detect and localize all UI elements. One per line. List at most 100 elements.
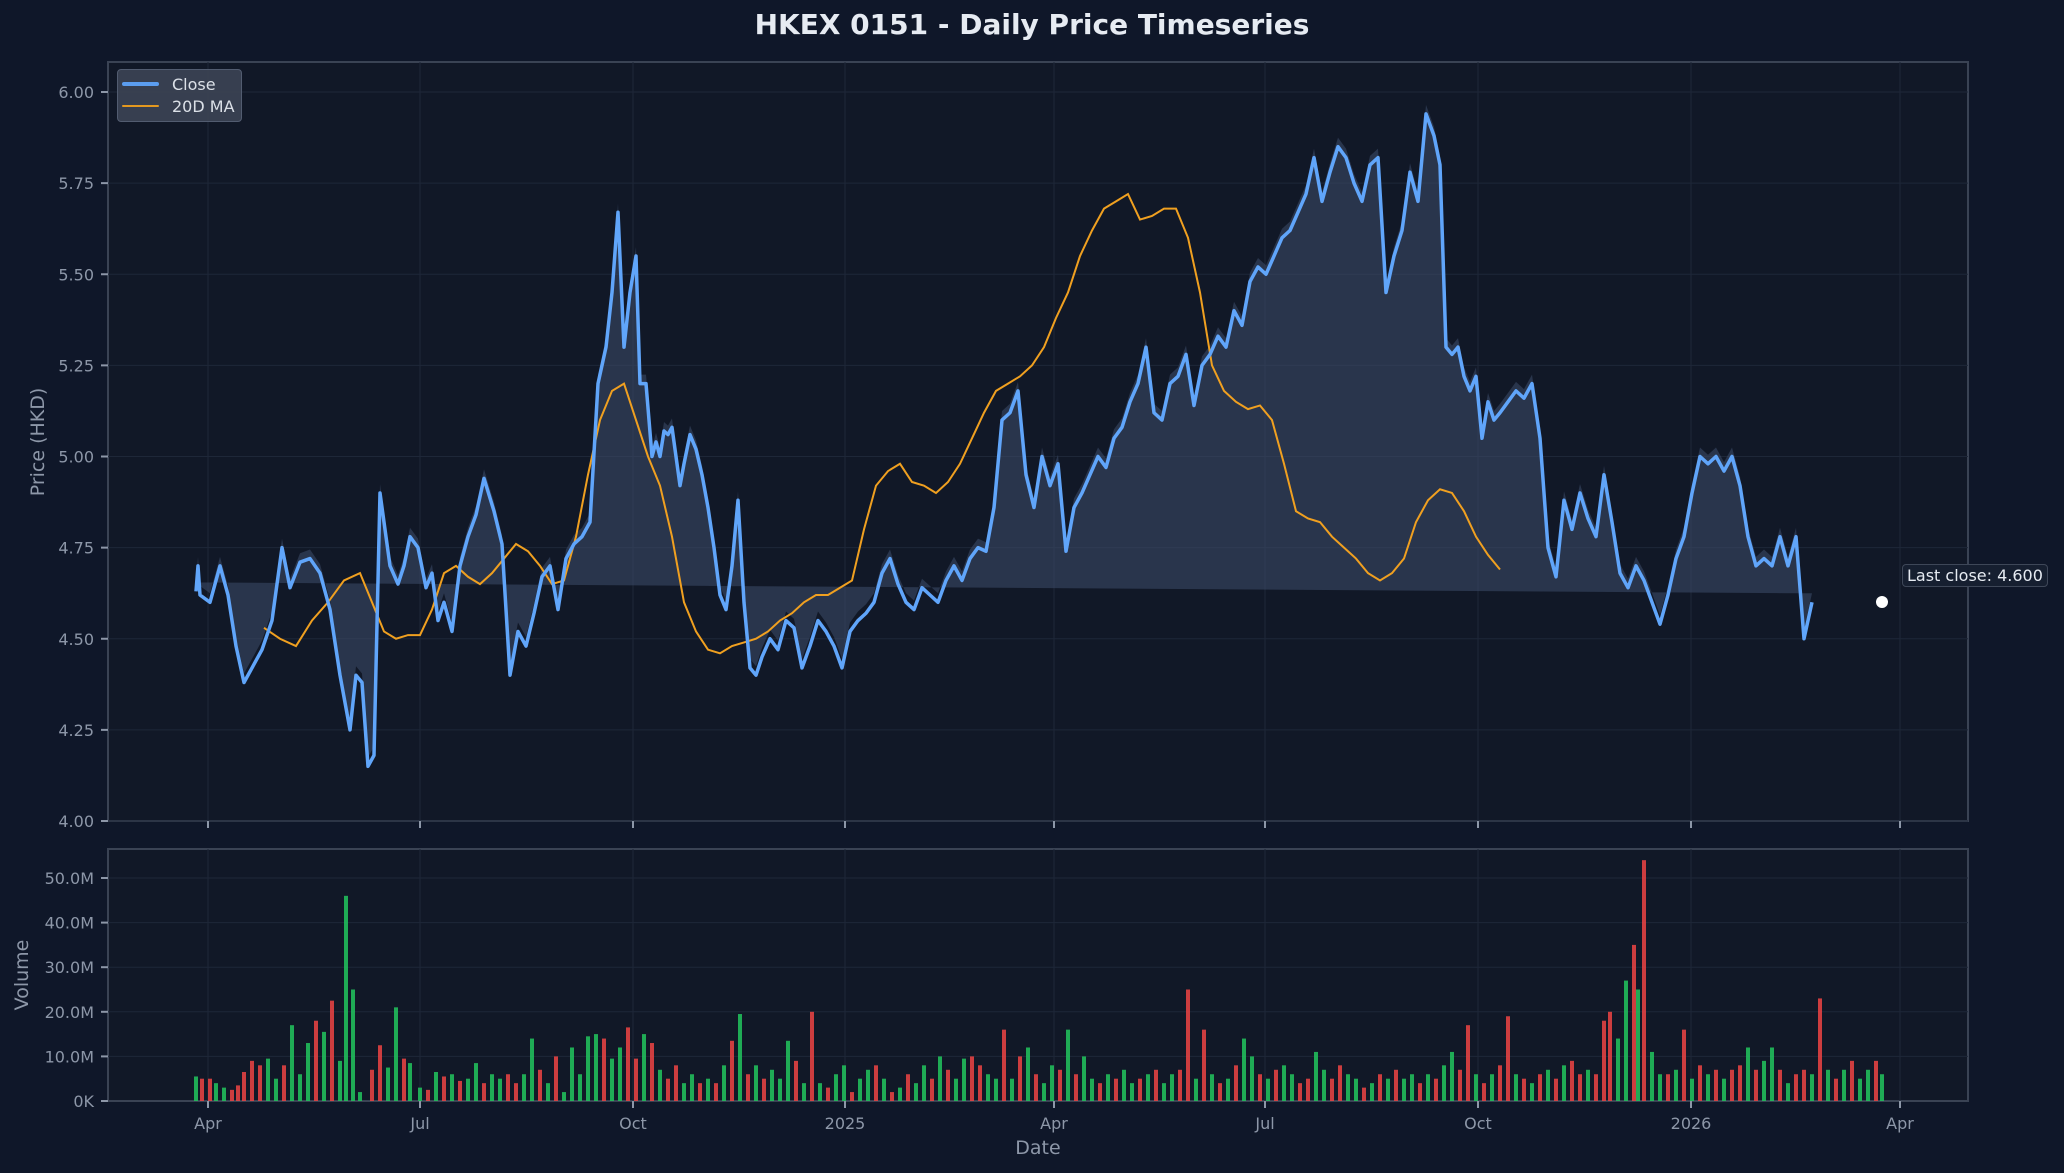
volume-bar	[1842, 1069, 1846, 1101]
ma-line	[263, 192, 1501, 655]
volume-bar	[1250, 1056, 1254, 1101]
volume-bar	[370, 1069, 374, 1101]
volume-bar	[690, 1074, 694, 1101]
volume-bar	[1018, 1056, 1022, 1101]
price-tick-label: 5.25	[58, 356, 94, 375]
volume-tick-label: 50.0M	[45, 869, 94, 888]
volume-bar	[258, 1065, 262, 1101]
volume-bar	[810, 1011, 814, 1101]
volume-bar	[344, 895, 348, 1101]
volume-bar	[298, 1074, 302, 1101]
volume-bar	[230, 1089, 234, 1101]
volume-bar	[306, 1043, 310, 1101]
volume-bar	[200, 1078, 204, 1101]
volume-bar	[1722, 1078, 1726, 1101]
volume-bar	[1322, 1069, 1326, 1101]
volume-bar	[1298, 1083, 1302, 1101]
volume-bar	[1602, 1020, 1606, 1101]
volume-bar	[1810, 1074, 1814, 1101]
volume-bar	[394, 1007, 398, 1101]
volume-bar	[666, 1078, 670, 1101]
volume-bar	[1066, 1029, 1070, 1101]
volume-bar	[1098, 1083, 1102, 1101]
volume-tick-label: 0K	[73, 1092, 94, 1111]
volume-bar	[858, 1078, 862, 1101]
volume-bar	[1106, 1074, 1110, 1101]
date-tick-label: 2026	[1671, 1114, 1712, 1133]
volume-bar	[1314, 1051, 1318, 1101]
volume-bar	[794, 1060, 798, 1101]
volume-bar	[962, 1058, 966, 1101]
volume-bar	[474, 1063, 478, 1101]
volume-bar	[282, 1065, 286, 1101]
volume-bar	[1442, 1065, 1446, 1101]
volume-bar	[408, 1063, 412, 1101]
volume-bar	[850, 1092, 854, 1101]
volume-bar	[698, 1083, 702, 1101]
volume-bar	[1482, 1083, 1486, 1101]
volume-tick-label: 20.0M	[45, 1003, 94, 1022]
price-tick-label: 4.25	[58, 721, 94, 740]
volume-bar	[214, 1083, 218, 1101]
volume-bar	[642, 1034, 646, 1101]
volume-bar	[1642, 860, 1646, 1101]
volume-bar	[1490, 1074, 1494, 1101]
volume-bar	[1880, 1074, 1884, 1101]
volume-bar	[314, 1020, 318, 1101]
volume-bar	[994, 1078, 998, 1101]
volume-bar	[1632, 944, 1636, 1101]
volume-bar	[594, 1034, 598, 1101]
close-line	[194, 112, 1814, 769]
volume-bar	[1608, 1011, 1612, 1101]
date-tick-label: Apr	[1886, 1114, 1914, 1133]
volume-bar	[1274, 1069, 1278, 1101]
volume-bar	[290, 1025, 294, 1101]
legend-item-ma: 20D MA	[122, 96, 235, 116]
volume-tick-label: 10.0M	[45, 1047, 94, 1066]
volume-bar	[722, 1065, 726, 1101]
date-tick-label: Apr	[194, 1114, 222, 1133]
volume-bar	[1362, 1087, 1366, 1101]
volume-bar	[898, 1087, 902, 1101]
volume-bar	[954, 1078, 958, 1101]
volume-bar	[1650, 1051, 1654, 1101]
volume-bar	[1586, 1069, 1590, 1101]
volume-bar	[490, 1074, 494, 1101]
volume-bar	[602, 1038, 606, 1101]
volume-bar	[1636, 989, 1640, 1101]
volume-bar	[1058, 1069, 1062, 1101]
volume-bar	[1658, 1074, 1662, 1101]
volume-bar	[1394, 1069, 1398, 1101]
volume-bar	[1242, 1038, 1246, 1101]
volume-bar	[570, 1047, 574, 1101]
volume-bar	[1754, 1069, 1758, 1101]
volume-bar	[1818, 998, 1822, 1101]
volume-bar	[1498, 1065, 1502, 1101]
volume-bar	[274, 1078, 278, 1101]
volume-bar	[1210, 1074, 1214, 1101]
volume-bar	[1194, 1078, 1198, 1101]
volume-bar	[1514, 1074, 1518, 1101]
volume-bar	[1538, 1074, 1542, 1101]
volume-bar	[1130, 1083, 1134, 1101]
volume-bar	[986, 1074, 990, 1101]
volume-bar	[506, 1074, 510, 1101]
volume-bar	[1354, 1078, 1358, 1101]
volume-bar	[330, 1000, 334, 1101]
price-tick-label: 4.75	[58, 539, 94, 558]
volume-bar	[442, 1076, 446, 1101]
chart-title: HKEX 0151 - Daily Price Timeseries	[754, 8, 1310, 41]
volume-bar	[762, 1078, 766, 1101]
price-tick-label: 4.00	[58, 812, 94, 831]
volume-bar	[498, 1078, 502, 1101]
volume-panel: 50.0M 40.0M 30.0M 20.0M 10.0M 0K Apr Jul Oct 202…	[11, 848, 1969, 1159]
volume-bar	[1866, 1069, 1870, 1101]
volume-bar	[842, 1065, 846, 1101]
volume-bar	[466, 1078, 470, 1101]
volume-bar	[458, 1080, 462, 1101]
volume-bar	[906, 1074, 910, 1101]
volume-bar	[1034, 1074, 1038, 1101]
volume-bar	[682, 1083, 686, 1101]
volume-bar	[1706, 1074, 1710, 1101]
volume-bar	[426, 1089, 430, 1101]
